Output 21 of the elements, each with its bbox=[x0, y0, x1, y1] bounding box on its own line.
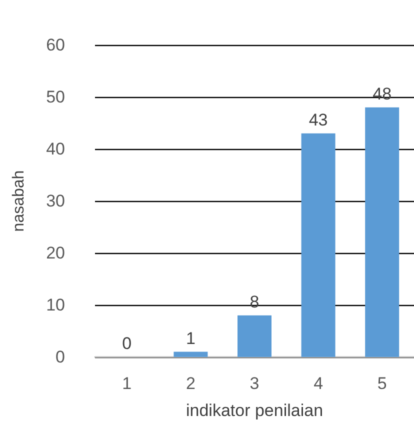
bar bbox=[174, 352, 208, 357]
x-tick-label: 2 bbox=[186, 374, 196, 393]
data-label: 1 bbox=[186, 328, 196, 348]
data-label: 0 bbox=[122, 334, 132, 353]
y-tick-label: 50 bbox=[46, 88, 65, 106]
y-tick-label: 60 bbox=[46, 36, 65, 54]
bar bbox=[238, 315, 272, 357]
y-axis-title: nasabah bbox=[10, 170, 28, 232]
y-tick-label: 30 bbox=[46, 192, 65, 210]
x-tick-label: 3 bbox=[250, 374, 260, 393]
y-tick-label: 10 bbox=[46, 296, 65, 314]
data-label: 43 bbox=[308, 110, 328, 130]
y-tick-label: 20 bbox=[46, 244, 65, 262]
y-tick-label: 40 bbox=[46, 140, 65, 158]
y-tick-label: 0 bbox=[56, 348, 65, 366]
x-axis-title: indikator penilaian bbox=[186, 401, 324, 420]
x-tick-label: 5 bbox=[377, 374, 387, 393]
x-tick-label: 1 bbox=[122, 374, 132, 393]
bar bbox=[301, 133, 336, 357]
x-tick-label: 4 bbox=[314, 374, 324, 393]
bar bbox=[365, 107, 400, 357]
